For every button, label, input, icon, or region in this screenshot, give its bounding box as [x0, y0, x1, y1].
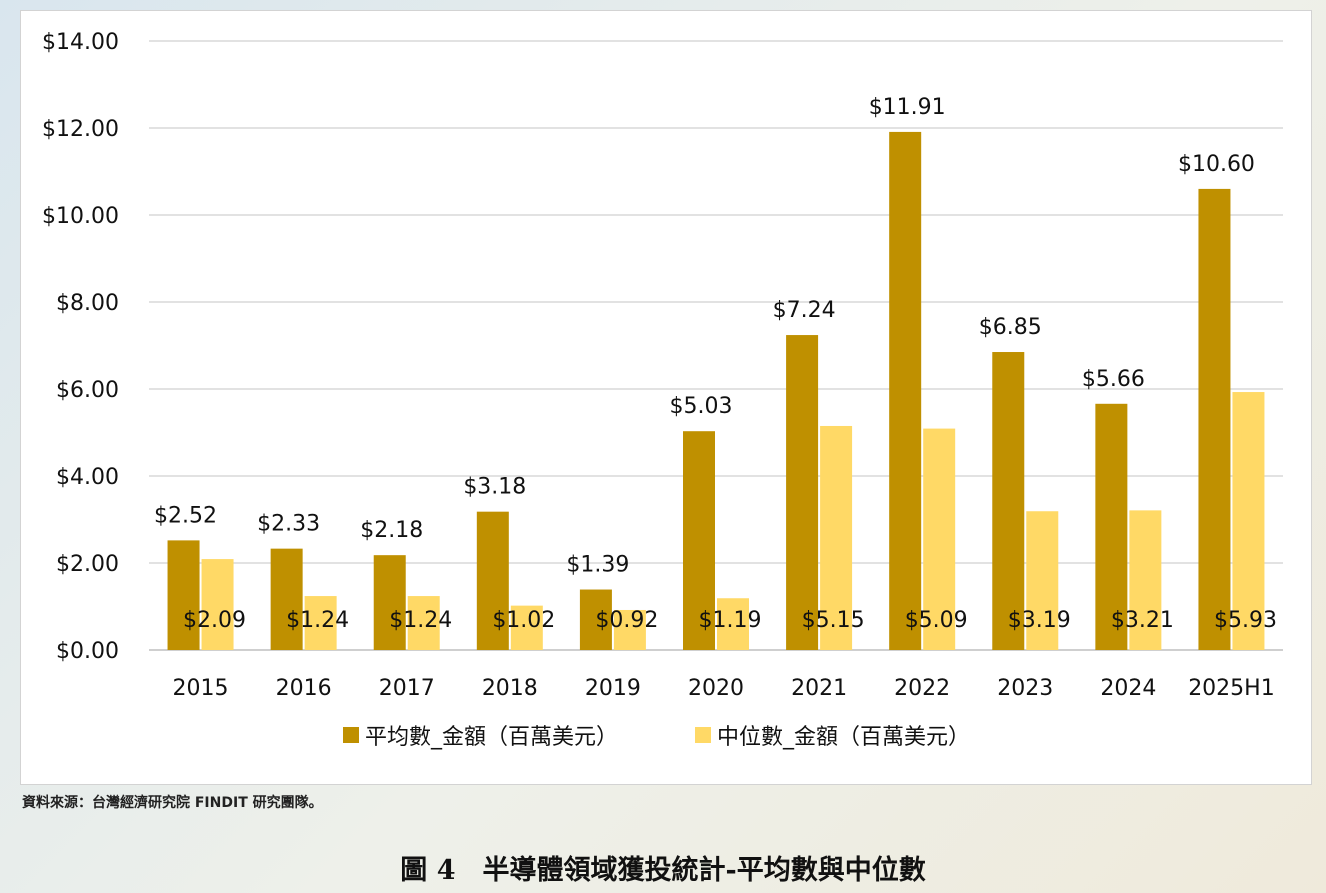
- x-tick-label: 2019: [585, 676, 641, 701]
- median-bar: [1129, 510, 1162, 650]
- x-tick-label: 2022: [894, 676, 950, 701]
- mean-bar: [167, 540, 200, 650]
- mean-bar: [1095, 403, 1128, 650]
- legend-swatch: [695, 727, 711, 743]
- chart-frame: $0.00 $2.00 $4.00 $6.00 $8.00 $10.00 $12.00 $14…: [20, 10, 1312, 785]
- x-tick-label: 2017: [379, 676, 435, 701]
- median-data-label: $3.19: [1008, 608, 1071, 633]
- mean-bar: [992, 352, 1025, 650]
- y-tick-label: $8.00: [56, 291, 119, 316]
- figure-caption: 圖 4 半導體領域獲投統計-平均數與中位數: [400, 855, 926, 886]
- median-bar: [1232, 392, 1265, 650]
- legend-swatch: [343, 727, 359, 743]
- mean-data-label: $1.39: [566, 553, 629, 578]
- y-tick-label: $0.00: [56, 639, 119, 664]
- mean-data-label: $7.24: [773, 298, 836, 323]
- x-tick-label: 2015: [173, 676, 229, 701]
- mean-data-label: $6.85: [979, 315, 1042, 340]
- legend-label: 中位數_金額（百萬美元）: [717, 725, 970, 750]
- median-data-label: $3.21: [1111, 608, 1174, 633]
- x-tick-label: 2024: [1100, 676, 1156, 701]
- x-tick-label: 2023: [997, 676, 1053, 701]
- mean-data-label: $2.18: [360, 518, 423, 543]
- median-bar: [304, 596, 337, 650]
- y-tick-label: $2.00: [56, 552, 119, 577]
- median-data-label: $1.02: [492, 608, 555, 633]
- bar-chart: $0.00 $2.00 $4.00 $6.00 $8.00 $10.00 $12.00 $14…: [42, 30, 1283, 750]
- mean-bar: [889, 131, 922, 650]
- median-bar: [923, 428, 956, 650]
- median-data-label: $1.24: [286, 608, 349, 633]
- x-tick-label: 2020: [688, 676, 744, 701]
- x-tick-label: 2021: [791, 676, 847, 701]
- y-tick-label: $10.00: [42, 204, 119, 229]
- y-tick-label: $14.00: [42, 30, 119, 55]
- median-bar: [613, 609, 646, 650]
- median-data-label: $2.09: [183, 608, 246, 633]
- median-bar: [820, 425, 853, 650]
- x-tick-label: 2016: [276, 676, 332, 701]
- x-tick-label: 2018: [482, 676, 538, 701]
- median-bar: [201, 559, 234, 650]
- median-bar: [717, 598, 749, 650]
- mean-data-label: $10.60: [1178, 152, 1255, 177]
- median-data-label: $5.93: [1214, 608, 1277, 633]
- mean-bar: [579, 589, 612, 650]
- median-data-label: $5.15: [802, 608, 865, 633]
- legend-label: 平均數_金額（百萬美元）: [365, 725, 618, 750]
- y-tick-label: $4.00: [56, 465, 119, 490]
- x-tick-label: 2025H1: [1188, 676, 1275, 701]
- median-data-label: $1.19: [699, 608, 762, 633]
- mean-bar: [1198, 188, 1231, 650]
- median-data-label: $1.24: [389, 608, 452, 633]
- y-tick-label: $12.00: [42, 117, 119, 142]
- mean-data-label: $11.91: [869, 95, 946, 120]
- mean-bar: [270, 548, 303, 650]
- mean-bar: [476, 511, 509, 650]
- mean-bar: [373, 555, 406, 650]
- mean-bar: [683, 431, 715, 650]
- median-bar: [510, 605, 543, 650]
- mean-data-label: $5.03: [670, 394, 733, 419]
- mean-data-label: $5.66: [1082, 367, 1145, 392]
- source-note: 資料來源：台灣經濟研究院 FINDIT 研究團隊。: [22, 795, 323, 811]
- median-data-label: $0.92: [595, 608, 658, 633]
- median-data-label: $5.09: [905, 608, 968, 633]
- mean-data-label: $2.33: [257, 512, 320, 537]
- mean-data-label: $3.18: [463, 475, 526, 500]
- median-bar: [1026, 511, 1059, 650]
- median-bar: [407, 596, 440, 650]
- mean-bar: [786, 335, 819, 650]
- y-tick-label: $6.00: [56, 378, 119, 403]
- mean-data-label: $2.52: [154, 503, 217, 528]
